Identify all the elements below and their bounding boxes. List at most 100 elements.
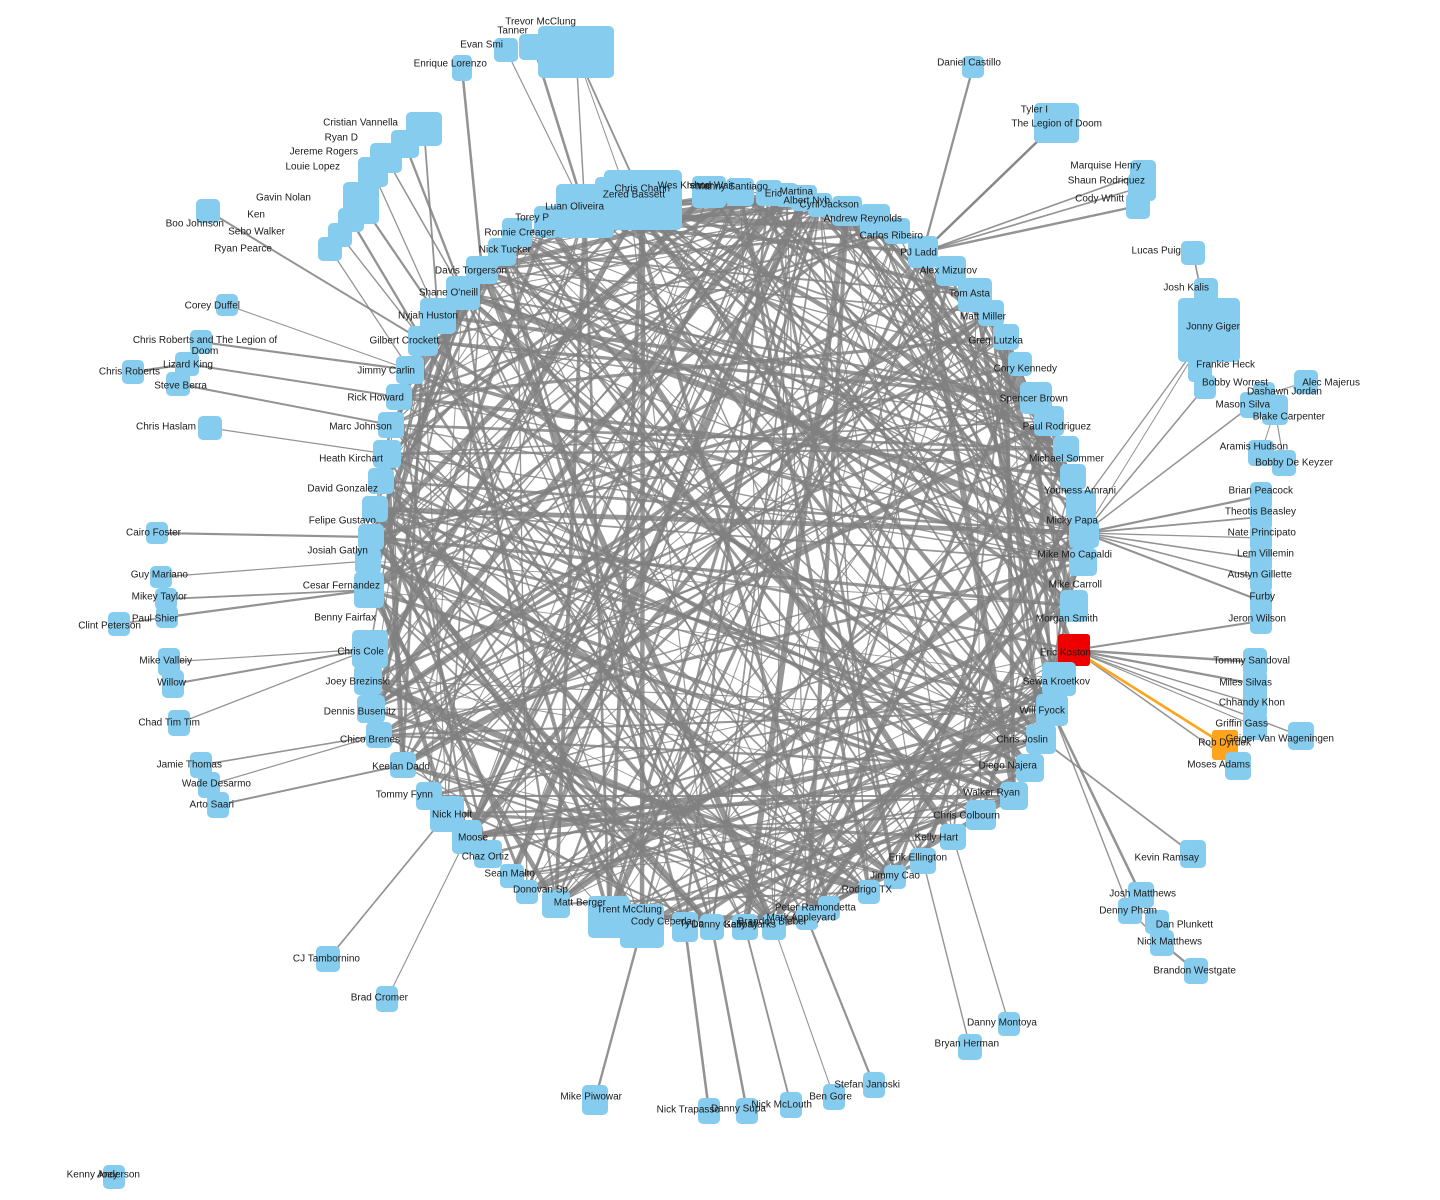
graph-node[interactable] bbox=[1042, 662, 1076, 696]
graph-node[interactable] bbox=[620, 904, 664, 948]
graph-node[interactable] bbox=[884, 218, 910, 244]
graph-node[interactable] bbox=[1026, 724, 1056, 754]
graph-node[interactable] bbox=[146, 522, 168, 544]
graph-node[interactable] bbox=[538, 26, 614, 78]
graph-node[interactable] bbox=[700, 914, 724, 940]
graph-node[interactable] bbox=[318, 237, 342, 261]
graph-node[interactable] bbox=[726, 178, 754, 206]
graph-node[interactable] bbox=[672, 912, 698, 942]
graph-node[interactable] bbox=[962, 56, 984, 78]
graph-node[interactable] bbox=[1058, 634, 1090, 666]
graph-node[interactable] bbox=[390, 752, 416, 778]
graph-node[interactable] bbox=[386, 384, 412, 410]
graph-node[interactable] bbox=[516, 880, 538, 904]
graph-node[interactable] bbox=[1060, 464, 1086, 490]
graph-node[interactable] bbox=[355, 548, 381, 574]
graph-node[interactable] bbox=[1248, 440, 1274, 466]
graph-node[interactable] bbox=[1250, 546, 1272, 572]
graph-node[interactable] bbox=[198, 416, 222, 440]
graph-node[interactable] bbox=[354, 665, 382, 695]
graph-node[interactable] bbox=[1016, 754, 1044, 782]
graph-node[interactable] bbox=[542, 890, 570, 918]
graph-node[interactable] bbox=[832, 196, 862, 226]
graph-node[interactable] bbox=[1180, 840, 1206, 868]
graph-node[interactable] bbox=[1150, 930, 1174, 956]
graph-node[interactable] bbox=[1069, 518, 1099, 548]
graph-node[interactable] bbox=[158, 648, 180, 676]
graph-node[interactable] bbox=[910, 848, 936, 874]
graph-node[interactable] bbox=[216, 294, 238, 316]
graph-node[interactable] bbox=[354, 572, 384, 608]
graph-node[interactable] bbox=[474, 840, 502, 868]
graph-node[interactable] bbox=[155, 588, 177, 610]
graph-node[interactable] bbox=[103, 1165, 125, 1189]
graph-node[interactable] bbox=[166, 372, 190, 396]
graph-node[interactable] bbox=[884, 865, 906, 889]
graph-node[interactable] bbox=[940, 824, 966, 850]
graph-node[interactable] bbox=[207, 792, 229, 818]
graph-node[interactable] bbox=[1126, 193, 1150, 219]
graph-node[interactable] bbox=[582, 1085, 608, 1115]
graph-node[interactable] bbox=[376, 986, 398, 1012]
graph-node[interactable] bbox=[1060, 590, 1088, 622]
graph-node[interactable] bbox=[358, 524, 384, 550]
graph-node[interactable] bbox=[818, 896, 840, 920]
graph-node[interactable] bbox=[1069, 548, 1097, 576]
graph-node[interactable] bbox=[150, 566, 172, 588]
graph-node[interactable] bbox=[863, 1072, 885, 1098]
graph-node[interactable] bbox=[1118, 898, 1142, 924]
graph-node[interactable] bbox=[373, 440, 401, 468]
graph-node[interactable] bbox=[958, 1034, 982, 1060]
graph-node[interactable] bbox=[198, 772, 220, 798]
graph-node[interactable] bbox=[1250, 482, 1272, 510]
graph-node[interactable] bbox=[366, 722, 392, 748]
graph-node[interactable] bbox=[1294, 370, 1318, 394]
graph-node[interactable] bbox=[316, 946, 340, 972]
graph-node[interactable] bbox=[966, 800, 996, 830]
graph-node[interactable] bbox=[692, 176, 726, 208]
graph-node[interactable] bbox=[1034, 103, 1079, 143]
graph-node[interactable] bbox=[978, 300, 1004, 326]
graph-node[interactable] bbox=[156, 606, 178, 628]
graph-node[interactable] bbox=[362, 496, 388, 522]
graph-node[interactable] bbox=[908, 236, 938, 268]
graph-node[interactable] bbox=[108, 612, 130, 636]
graph-node[interactable] bbox=[1288, 722, 1314, 750]
graph-node[interactable] bbox=[1225, 752, 1251, 780]
graph-node[interactable] bbox=[196, 199, 220, 223]
graph-node[interactable] bbox=[122, 360, 144, 384]
graph-node[interactable] bbox=[452, 55, 472, 81]
graph-node[interactable] bbox=[368, 468, 394, 494]
graph-node[interactable] bbox=[1181, 241, 1205, 265]
graph-node[interactable] bbox=[808, 193, 832, 217]
graph-node[interactable] bbox=[352, 630, 388, 668]
graph-node[interactable] bbox=[1243, 712, 1267, 740]
graph-node[interactable] bbox=[494, 38, 518, 62]
graph-node[interactable] bbox=[1000, 782, 1028, 810]
graph-node[interactable] bbox=[1194, 375, 1216, 399]
graph-node[interactable] bbox=[190, 330, 212, 354]
graph-node[interactable] bbox=[1250, 588, 1272, 614]
graph-node[interactable] bbox=[357, 695, 385, 723]
graph-node[interactable] bbox=[998, 1012, 1020, 1036]
graph-node[interactable] bbox=[1250, 525, 1272, 551]
graph-node[interactable] bbox=[378, 412, 404, 438]
graph-node[interactable] bbox=[780, 1092, 802, 1118]
graph-node[interactable] bbox=[732, 914, 758, 940]
graph-node[interactable] bbox=[1272, 450, 1296, 476]
graph-node[interactable] bbox=[556, 184, 614, 238]
graph-node[interactable] bbox=[762, 914, 786, 940]
graph-node[interactable] bbox=[1066, 490, 1096, 520]
graph-node[interactable] bbox=[1178, 298, 1240, 362]
graph-node[interactable] bbox=[736, 1098, 758, 1124]
graph-node[interactable] bbox=[1184, 958, 1208, 984]
graph-node[interactable] bbox=[1250, 504, 1272, 530]
graph-node[interactable] bbox=[1240, 392, 1264, 418]
graph-node[interactable] bbox=[396, 356, 424, 384]
graph-node[interactable] bbox=[1262, 395, 1288, 425]
graph-node[interactable] bbox=[698, 1098, 720, 1124]
graph-node[interactable] bbox=[519, 34, 549, 60]
graph-node[interactable] bbox=[1250, 566, 1272, 592]
graph-node[interactable] bbox=[993, 324, 1019, 350]
